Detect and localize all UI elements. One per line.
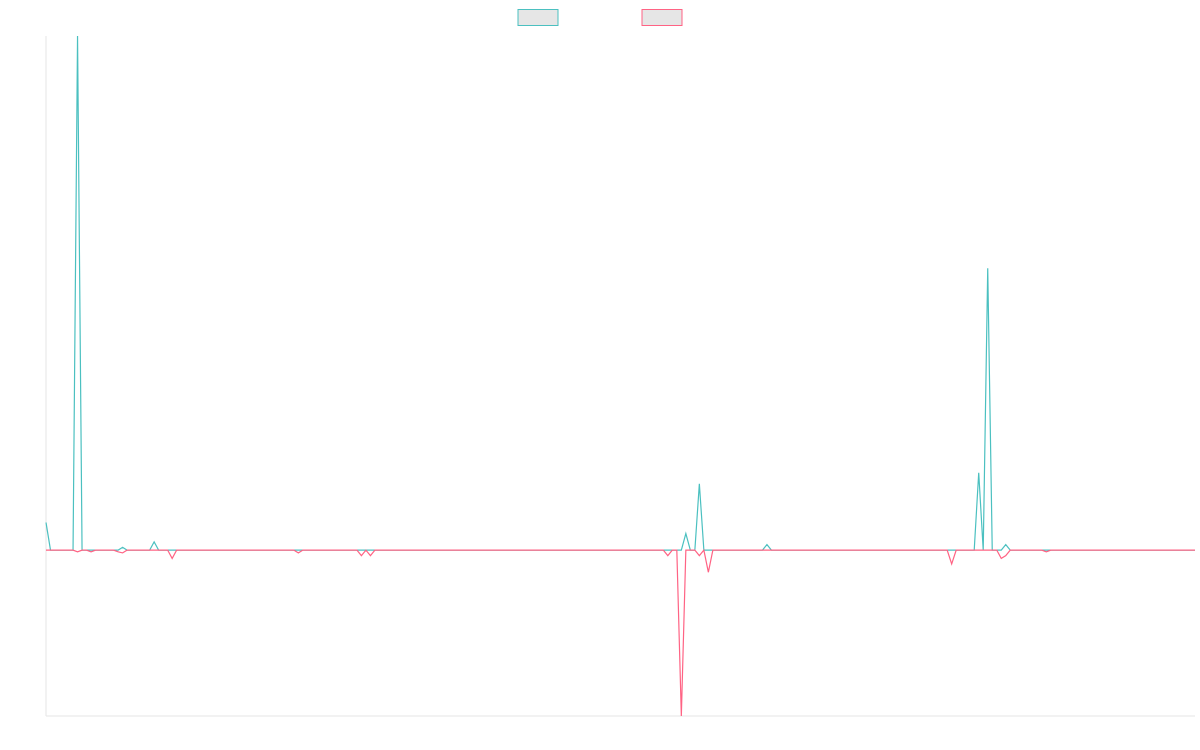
series-line-1 — [45, 35, 1195, 551]
series-1 — [45, 35, 1195, 551]
axes — [45, 36, 1195, 717]
legend — [517, 9, 683, 26]
series-2 — [46, 548, 1195, 717]
legend-swatch-1[interactable] — [517, 9, 559, 26]
legend-swatch-2[interactable] — [641, 9, 683, 26]
series-line-2 — [46, 548, 1195, 717]
series-layer — [45, 35, 1195, 717]
